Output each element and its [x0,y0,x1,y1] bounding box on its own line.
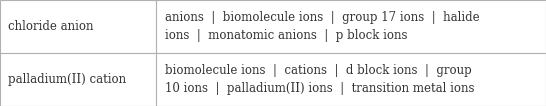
Text: chloride anion: chloride anion [8,20,94,33]
Text: palladium(II) cation: palladium(II) cation [8,73,126,86]
Text: anions  |  biomolecule ions  |  group 17 ions  |  halide
ions  |  monatomic anio: anions | biomolecule ions | group 17 ion… [165,11,480,42]
Text: biomolecule ions  |  cations  |  d block ions  |  group
10 ions  |  palladium(II: biomolecule ions | cations | d block ion… [165,64,475,95]
